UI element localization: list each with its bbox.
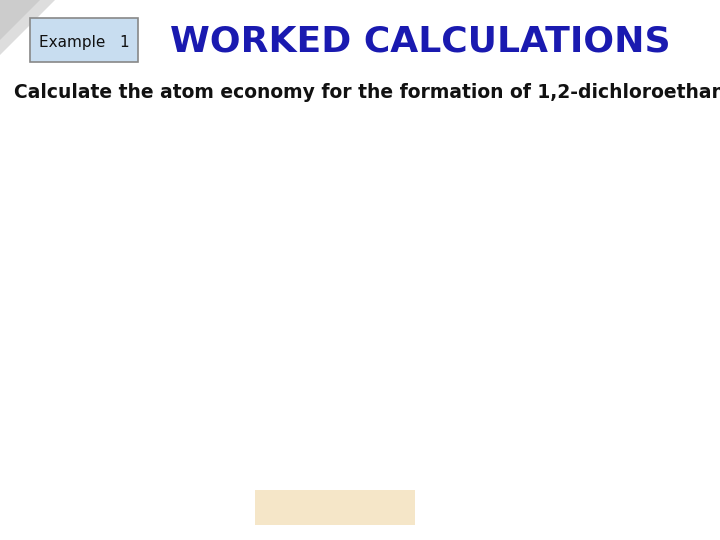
- Bar: [255, 490, 415, 525]
- Text: WORKED CALCULATIONS: WORKED CALCULATIONS: [170, 25, 670, 59]
- FancyBboxPatch shape: [30, 18, 138, 62]
- Polygon shape: [0, 0, 40, 40]
- Text: Calculate the atom economy for the formation of 1,2-dichloroethane, C: Calculate the atom economy for the forma…: [14, 84, 720, 103]
- Text: Example   1: Example 1: [39, 35, 130, 50]
- Polygon shape: [0, 0, 55, 55]
